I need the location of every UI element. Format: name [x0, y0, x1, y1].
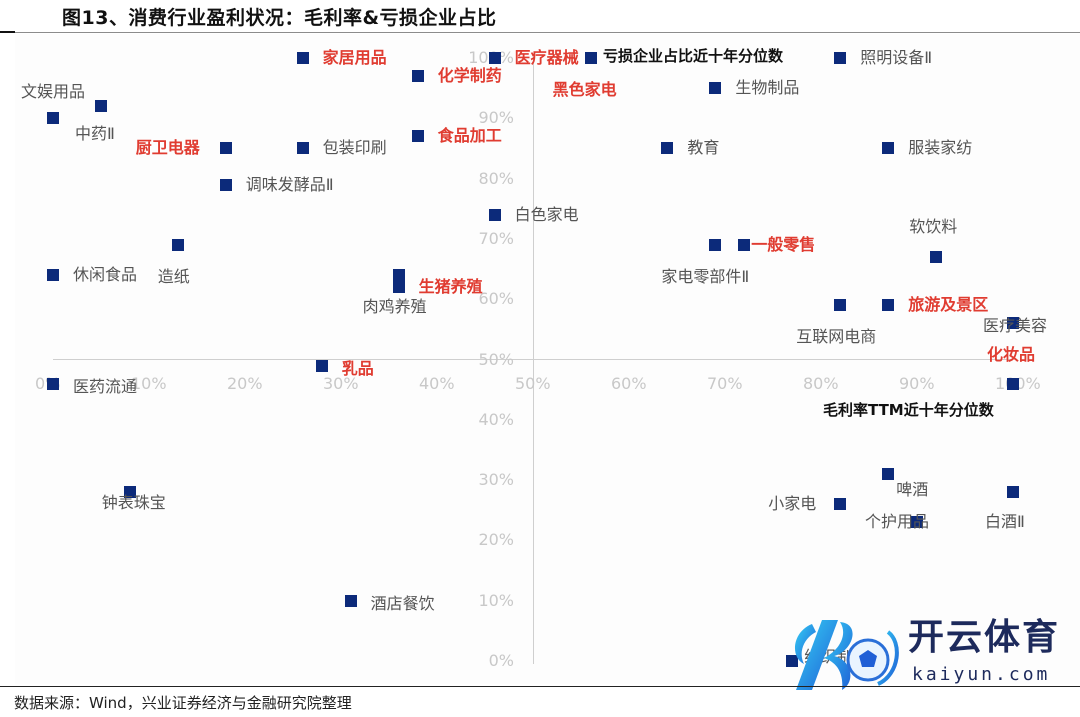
scatter-marker: [95, 100, 107, 113]
point-label: 互联网电商: [796, 327, 877, 347]
point-label: 个护用品: [865, 512, 930, 532]
y-axis-line: [533, 54, 534, 664]
scatter-marker: [786, 655, 799, 667]
point-label: 乳品: [341, 358, 374, 378]
scatter-marker: [296, 142, 309, 155]
scatter-marker: [834, 52, 847, 64]
y-axis-title: 亏损企业占比近十年分位数: [603, 47, 784, 65]
x-axis-title: 毛利率TTM近十年分位数: [823, 401, 994, 419]
y-tick-label: 40%: [478, 409, 514, 429]
bottom-divider: [0, 686, 1080, 687]
x-tick-label: 30%: [323, 374, 359, 393]
x-tick-label: 90%: [899, 374, 935, 393]
scatter-marker: [171, 238, 184, 251]
x-tick-label: 20%: [227, 374, 263, 393]
scatter-marker: [47, 377, 59, 390]
point-label: 生猪养殖: [418, 277, 483, 297]
scatter-marker: [47, 112, 59, 125]
point-label: 一般零售: [751, 234, 816, 254]
point-label: 旅游及景区: [908, 295, 989, 315]
scatter-marker: [411, 130, 424, 143]
scatter-marker: [882, 299, 895, 312]
scatter-marker: [219, 178, 232, 191]
point-label: 文娱用品: [21, 82, 86, 102]
scatter-marker: [834, 299, 847, 312]
watermark-brand: 开云体育: [908, 617, 1061, 658]
y-tick-label: 30%: [478, 470, 514, 490]
point-label: 软饮料: [909, 216, 958, 236]
point-label: 酒店餐饮: [370, 593, 435, 613]
scatter-marker: [47, 269, 59, 282]
y-tick-label: 80%: [478, 168, 514, 188]
scatter-marker: [488, 208, 501, 221]
y-tick-label: 10%: [478, 590, 514, 610]
point-label: 啤酒: [896, 480, 929, 500]
y-tick-label: 60%: [478, 289, 514, 309]
scatter-marker: [411, 70, 424, 83]
point-label: 医疗器械: [514, 48, 579, 67]
scatter-marker: [882, 468, 895, 481]
point-label: 照明设备Ⅱ: [860, 48, 933, 67]
point-label: 医疗美容: [983, 316, 1048, 336]
point-label: 小家电: [768, 494, 817, 514]
point-label: 家居用品: [322, 48, 387, 67]
top-divider-mark: [0, 31, 15, 33]
point-label: 包装印刷: [322, 138, 387, 158]
scatter-marker: [584, 52, 597, 64]
point-label: 中药Ⅱ: [75, 124, 115, 144]
scatter-marker: [488, 52, 501, 64]
x-tick-label: 60%: [611, 374, 647, 393]
point-label: 厨卫电器: [135, 138, 200, 158]
y-tick-label: 70%: [478, 228, 514, 248]
scatter-marker: [1007, 377, 1019, 390]
point-label: 教育: [687, 138, 720, 158]
point-label: 家电零部件Ⅱ: [661, 266, 750, 286]
scatter-marker: [392, 269, 405, 282]
x-tick-label: 80%: [803, 374, 839, 393]
point-label: 钟表珠宝: [101, 493, 166, 513]
scatter-marker: [911, 516, 923, 529]
scatter-marker: [1007, 486, 1019, 499]
y-tick-label: 50%: [478, 349, 514, 369]
x-tick-label: 10%: [131, 374, 167, 393]
watermark-domain: kaiyun.com: [912, 664, 1051, 685]
point-label: 生物制品: [735, 78, 800, 98]
scatter-marker: [344, 594, 357, 607]
watermark-logo-icon: [794, 620, 899, 690]
scatter-marker: [219, 142, 232, 155]
scatter-marker: [738, 238, 751, 251]
point-label: 医药流通: [73, 376, 138, 396]
top-divider: [0, 32, 1080, 33]
scatter-marker: [296, 52, 309, 64]
scatter-marker: [930, 250, 943, 263]
point-label: 服装家纺: [908, 138, 973, 158]
point-label: 食品加工: [437, 126, 502, 146]
chart-title: 图13、消费行业盈利状况：毛利率&亏损企业占比: [62, 7, 497, 29]
y-tick-label: 90%: [478, 108, 514, 128]
point-label: 造纸: [157, 266, 190, 286]
y-tick-label: 0%: [488, 651, 514, 670]
point-label: 白酒Ⅱ: [985, 512, 1025, 532]
point-label: 化妆品: [987, 344, 1036, 364]
x-tick-label: 50%: [515, 374, 551, 393]
point-label: 肉鸡养殖: [362, 297, 427, 317]
point-label: 休闲食品: [73, 265, 138, 285]
scatter-marker: [661, 142, 674, 155]
data-source-note: 数据来源：Wind，兴业证券经济与金融研究院整理: [14, 694, 352, 712]
scatter-marker: [882, 142, 895, 155]
point-label: 黑色家电: [552, 80, 617, 99]
scatter-marker: [1007, 317, 1019, 330]
x-tick-label: 40%: [419, 374, 455, 393]
scatter-marker: [709, 238, 722, 251]
point-label: 调味发酵品Ⅱ: [245, 174, 334, 194]
y-tick-label: 20%: [478, 530, 514, 550]
point-label: 白色家电: [514, 204, 579, 224]
point-label: 化学制药: [437, 66, 502, 86]
x-tick-label: 70%: [707, 374, 743, 393]
scatter-marker: [315, 359, 328, 372]
scatter-marker: [709, 82, 722, 95]
scatter-marker: [392, 281, 405, 294]
scatter-marker: [834, 498, 847, 511]
scatter-marker: [123, 486, 136, 499]
